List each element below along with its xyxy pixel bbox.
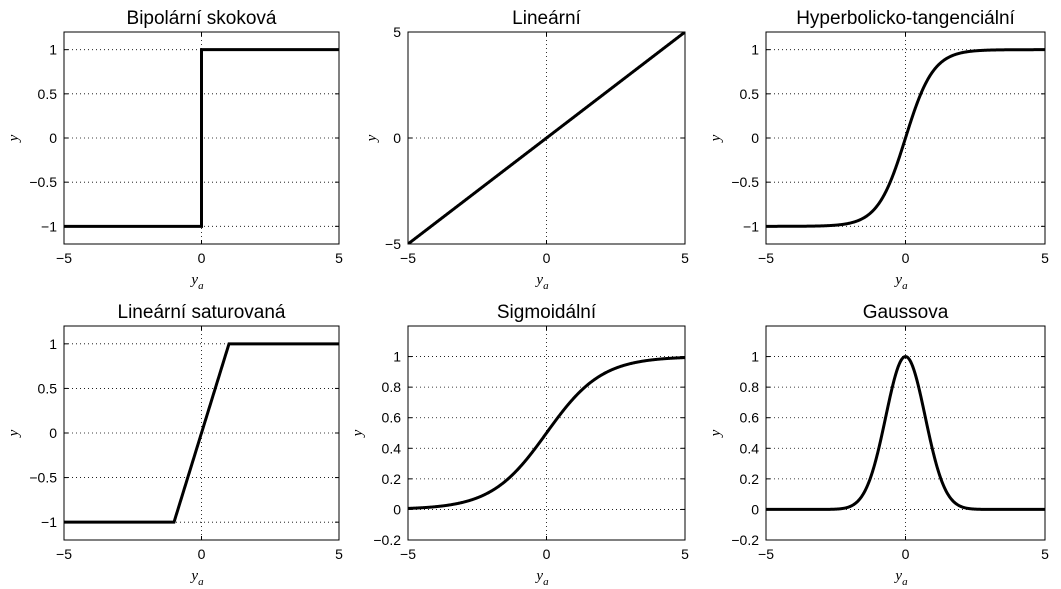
x-axis-label-main: y — [189, 272, 198, 288]
x-axis-label-subscript: a — [543, 280, 549, 292]
y-tick-label: 0.4 — [740, 440, 760, 456]
y-tick-label: 0.4 — [382, 440, 402, 456]
x-tick-label: 5 — [335, 250, 343, 266]
x-axis-label: ya — [893, 272, 908, 292]
x-tick-label: −5 — [56, 546, 72, 562]
x-axis-label-subscript: a — [902, 280, 908, 292]
y-tick-label: −0.5 — [731, 174, 759, 190]
y-tick-label: 0.6 — [740, 410, 760, 426]
x-tick-label: −5 — [400, 546, 416, 562]
x-tick-label: 0 — [543, 250, 551, 266]
x-axis-label-main: y — [189, 568, 198, 584]
x-axis-label-main: y — [534, 568, 543, 584]
x-tick-label: 5 — [1041, 250, 1049, 266]
y-tick-label: 0 — [393, 501, 401, 517]
x-tick-label: 5 — [681, 546, 689, 562]
x-axis-label: ya — [189, 568, 204, 588]
y-tick-label: 0.5 — [740, 86, 760, 102]
y-tick-label: −0.2 — [373, 532, 401, 548]
x-tick-label: 0 — [198, 250, 206, 266]
y-tick-label: 0.2 — [382, 471, 402, 487]
x-axis-label: ya — [534, 272, 549, 292]
x-axis-label: ya — [189, 272, 204, 292]
y-axis-label: y — [350, 429, 366, 438]
x-tick-label: −5 — [56, 250, 72, 266]
chart-title: Lineární — [512, 8, 581, 29]
chart-title: Gaussova — [863, 302, 949, 323]
series-line — [766, 355, 1045, 511]
y-tick-label: 1 — [393, 349, 401, 365]
x-tick-label: 0 — [902, 546, 910, 562]
y-tick-label: 0 — [49, 130, 57, 146]
x-tick-label: 0 — [902, 250, 910, 266]
x-axis-label-main: y — [534, 272, 543, 288]
x-tick-label: −5 — [400, 250, 416, 266]
chart-title: Hyperbolicko-tangenciální — [796, 8, 1015, 29]
x-tick-label: 5 — [1041, 546, 1049, 562]
y-tick-label: 1 — [751, 42, 759, 58]
chart-panel-3: −5 0 5 −1 −0.5 0 0.5 1 Hyperbolicko-tangenciální… — [708, 8, 1049, 292]
y-axis-label: y — [6, 134, 22, 143]
chart-title: Sigmoidální — [497, 302, 597, 323]
y-tick-label: 1 — [49, 42, 57, 58]
y-tick-label: −5 — [385, 236, 401, 252]
series-line — [64, 342, 339, 524]
y-tick-label: 0 — [751, 130, 759, 146]
axes-frame — [765, 325, 1046, 541]
x-axis-label-main: y — [893, 568, 902, 584]
y-tick-label: 0 — [751, 501, 759, 517]
series-line — [408, 32, 685, 244]
y-tick-label: −1 — [41, 218, 57, 234]
y-tick-label: −0.5 — [29, 470, 57, 486]
x-tick-label: 0 — [198, 546, 206, 562]
y-tick-label: 0.6 — [382, 410, 402, 426]
y-tick-label: −0.5 — [29, 174, 57, 190]
x-axis-label: ya — [534, 568, 549, 588]
chart-title: Lineární saturovaná — [118, 302, 286, 323]
x-axis-label-subscript: a — [198, 280, 204, 292]
y-tick-label: 0.2 — [740, 471, 760, 487]
x-axis-label-subscript: a — [902, 576, 908, 588]
x-tick-label: −5 — [758, 546, 774, 562]
y-tick-label: 1 — [751, 349, 759, 365]
y-axis-label: y — [6, 429, 22, 438]
y-tick-label: 0.5 — [38, 380, 58, 396]
x-tick-label: 5 — [681, 250, 689, 266]
x-tick-label: 0 — [543, 546, 551, 562]
x-tick-label: −5 — [758, 250, 774, 266]
x-tick-label: 5 — [335, 546, 343, 562]
y-axis-label: y — [364, 134, 380, 143]
y-tick-label: 0 — [393, 130, 401, 146]
series-line — [64, 48, 339, 228]
y-tick-label: −0.2 — [731, 532, 759, 548]
x-axis-label-subscript: a — [198, 576, 204, 588]
y-tick-label: 0.5 — [38, 86, 58, 102]
y-tick-label: −1 — [41, 514, 57, 530]
y-axis-label: y — [708, 134, 724, 143]
y-tick-label: 0.8 — [740, 379, 760, 395]
y-tick-label: 0 — [49, 425, 57, 441]
chart-title: Bipolární skoková — [127, 8, 277, 29]
y-tick-label: 5 — [393, 24, 401, 40]
x-axis-label-subscript: a — [543, 576, 549, 588]
y-axis-label: y — [708, 429, 724, 438]
y-tick-label: −1 — [743, 218, 759, 234]
series-line — [408, 356, 685, 510]
x-axis-label: ya — [893, 568, 908, 588]
y-tick-label: 1 — [49, 336, 57, 352]
x-axis-label-main: y — [893, 272, 902, 288]
y-tick-label: 0.8 — [382, 379, 402, 395]
series-line — [766, 48, 1045, 228]
